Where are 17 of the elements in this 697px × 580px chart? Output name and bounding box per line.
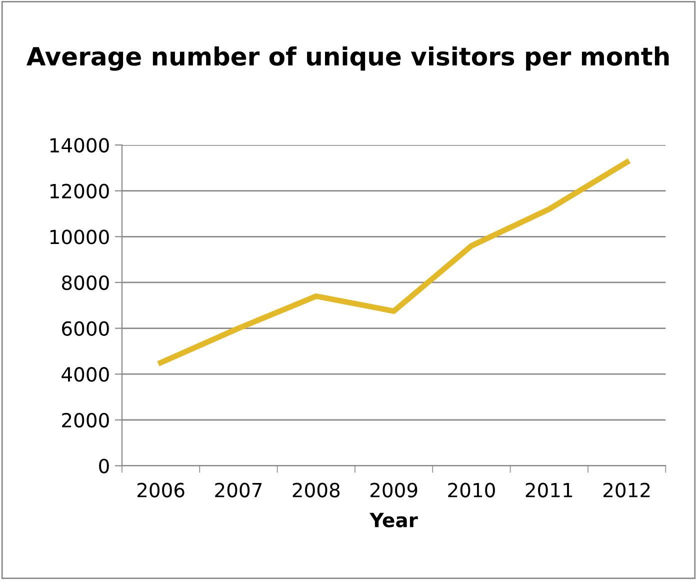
- x-tick-label: 2011: [526, 482, 572, 498]
- y-tick-label: 8000: [62, 275, 109, 290]
- x-tick-label: 2012: [603, 482, 650, 498]
- y-tick-label: 10000: [50, 230, 109, 244]
- y-tick-label: 4000: [62, 367, 109, 382]
- y-tick-label: 14000: [50, 138, 109, 153]
- x-tick-label: 2009: [370, 482, 418, 498]
- x-tick-label: 2010: [448, 482, 495, 498]
- x-tick-label: 2008: [292, 482, 340, 498]
- chart-title: Average number of unique visitors per month: [26, 46, 669, 71]
- y-tick-label: 2000: [62, 412, 109, 428]
- y-tick-label: 6000: [62, 321, 109, 336]
- x-tick-label: 2007: [215, 482, 262, 498]
- y-tick-label: 0: [99, 458, 109, 474]
- x-axis-title: Year: [370, 512, 418, 528]
- x-tick-label: 2006: [137, 482, 184, 498]
- y-tick-label: 12000: [50, 184, 109, 198]
